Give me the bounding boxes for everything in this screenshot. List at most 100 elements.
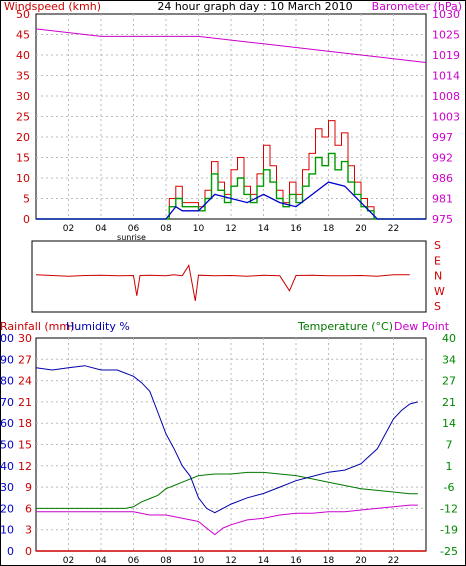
rainfall-axis-label: Rainfall (mm) bbox=[0, 320, 74, 333]
panel3-x-tick: 20 bbox=[355, 556, 367, 566]
panel3-x-tick: 02 bbox=[63, 556, 74, 566]
panel1-y2-tick: 1019 bbox=[432, 49, 460, 62]
dewpoint-line bbox=[36, 504, 418, 536]
panel3-x-tick: 04 bbox=[95, 556, 107, 566]
rainfall-tick: 27 bbox=[18, 353, 32, 366]
dewpoint-axis-label: Dew Point bbox=[394, 320, 450, 333]
panel2-direction-tick: N bbox=[434, 270, 442, 283]
panel1-y-tick: 50 bbox=[16, 8, 30, 21]
humidity-tick: 40 bbox=[0, 460, 14, 473]
humidity-tick: 80 bbox=[0, 375, 14, 388]
panel1-y-tick: 25 bbox=[16, 111, 30, 124]
panel3-x-tick: 06 bbox=[128, 556, 140, 566]
wind-average-line bbox=[36, 181, 426, 220]
panel1-x-tick: 20 bbox=[355, 224, 367, 234]
panel2-direction-tick: S bbox=[434, 239, 441, 252]
rainfall-tick: 12 bbox=[18, 460, 32, 473]
panel2-direction-tick: S bbox=[434, 300, 441, 313]
panel1-y2-tick: 975 bbox=[432, 213, 453, 226]
panel1-x-tick: 04 bbox=[95, 224, 107, 234]
panel1-y2-tick: 986 bbox=[432, 172, 453, 185]
temperature-tick: -25 bbox=[440, 545, 458, 558]
rainfall-tick: 18 bbox=[18, 417, 32, 430]
panel1-y-tick: 10 bbox=[16, 172, 30, 185]
rainfall-tick: 0 bbox=[25, 545, 32, 558]
panel1-x-tick: 10 bbox=[193, 224, 205, 234]
panel2-plot-area bbox=[31, 240, 427, 313]
panel1-y-tick: 30 bbox=[16, 90, 30, 103]
humidity-tick: 10 bbox=[0, 524, 14, 537]
panel1-y2-tick: 992 bbox=[432, 152, 453, 165]
temperature-line bbox=[36, 471, 418, 509]
panel1-x-tick: 22 bbox=[388, 224, 399, 234]
panel3-x-tick: 16 bbox=[290, 556, 302, 566]
rainfall-tick: 21 bbox=[18, 396, 32, 409]
panel1-x-tick: 16 bbox=[290, 224, 302, 234]
panel1-y-tick: 35 bbox=[16, 70, 30, 83]
humidity-tick: 70 bbox=[0, 396, 14, 409]
panel3-x-tick: 10 bbox=[193, 556, 205, 566]
temperature-tick: 40 bbox=[442, 332, 456, 345]
rainfall-tick: 6 bbox=[25, 502, 32, 515]
panel1-left-axis-label: Windspeed (kmh) bbox=[4, 0, 101, 13]
rainfall-tick: 24 bbox=[18, 375, 32, 388]
humidity-tick: 100 bbox=[0, 332, 14, 345]
panel1-y2-tick: 1008 bbox=[432, 90, 460, 103]
panel1-y2-tick: 997 bbox=[432, 131, 453, 144]
barometer-line bbox=[35, 28, 427, 63]
panel1-x-tick: 12 bbox=[225, 224, 236, 234]
panel1-y2-tick: 1003 bbox=[432, 111, 460, 124]
panel3-x-tick: 22 bbox=[388, 556, 399, 566]
panel3-x-tick: 18 bbox=[323, 556, 335, 566]
panel2-direction-tick: E bbox=[434, 254, 441, 267]
humidity-line bbox=[35, 365, 419, 514]
rainfall-tick: 9 bbox=[25, 481, 32, 494]
panel1-x-tick: 02 bbox=[63, 224, 74, 234]
temperature-tick: 14 bbox=[442, 417, 456, 430]
temperature-tick: -19 bbox=[440, 524, 458, 537]
humidity-tick: 50 bbox=[0, 439, 14, 452]
humidity-axis-label: Humidity % bbox=[66, 320, 130, 333]
panel1-y-tick: 40 bbox=[16, 49, 30, 62]
humidity-tick: 0 bbox=[7, 545, 14, 558]
panel1-right-axis-label: Barometer (hPa) bbox=[372, 0, 462, 13]
wind-direction-line bbox=[35, 263, 410, 301]
rainfall-tick: 30 bbox=[18, 332, 32, 345]
panel1-y-tick: 20 bbox=[16, 131, 30, 144]
panel1-x-tick: 14 bbox=[258, 224, 270, 234]
temperature-axis-label: Temperature (°C) bbox=[297, 320, 393, 333]
rainfall-tick: 3 bbox=[25, 524, 32, 537]
rainfall-tick: 15 bbox=[18, 439, 32, 452]
wind-gust-line bbox=[36, 120, 426, 220]
panel1-sunrise-label: sunrise bbox=[117, 233, 146, 242]
panel1-x-tick: 08 bbox=[160, 224, 172, 234]
panel1-x-tick: 18 bbox=[323, 224, 335, 234]
panel3-x-tick: 08 bbox=[160, 556, 172, 566]
temperature-tick: 1 bbox=[446, 460, 453, 473]
humidity-tick: 90 bbox=[0, 353, 14, 366]
panel1-x-tick: 06 bbox=[128, 224, 140, 234]
temperature-tick: -6 bbox=[444, 481, 455, 494]
humidity-tick: 60 bbox=[0, 417, 14, 430]
temperature-tick: 27 bbox=[442, 375, 456, 388]
panel3-x-tick: 14 bbox=[258, 556, 270, 566]
humidity-tick: 20 bbox=[0, 502, 14, 515]
panel1-y2-tick: 1014 bbox=[432, 70, 460, 83]
humidity-tick: 30 bbox=[0, 481, 14, 494]
windspeed-line bbox=[36, 152, 426, 220]
temperature-tick: -12 bbox=[440, 502, 458, 515]
panel1-y-tick: 45 bbox=[16, 29, 30, 42]
temperature-tick: 21 bbox=[442, 396, 456, 409]
panel1-y-tick: 5 bbox=[23, 193, 30, 206]
panel3-x-tick: 12 bbox=[225, 556, 236, 566]
panel1-y-tick: 15 bbox=[16, 152, 30, 165]
panel1-y2-tick: 1030 bbox=[432, 8, 460, 21]
panel1-y2-tick: 1025 bbox=[432, 29, 460, 42]
temperature-tick: 7 bbox=[446, 439, 453, 452]
panel1-title: 24 hour graph day : 10 March 2010 bbox=[157, 0, 352, 13]
panel1-y-tick: 0 bbox=[23, 213, 30, 226]
panel2-direction-tick: W bbox=[434, 285, 445, 298]
panel1-y2-tick: 981 bbox=[432, 193, 453, 206]
temperature-tick: 34 bbox=[442, 353, 456, 366]
